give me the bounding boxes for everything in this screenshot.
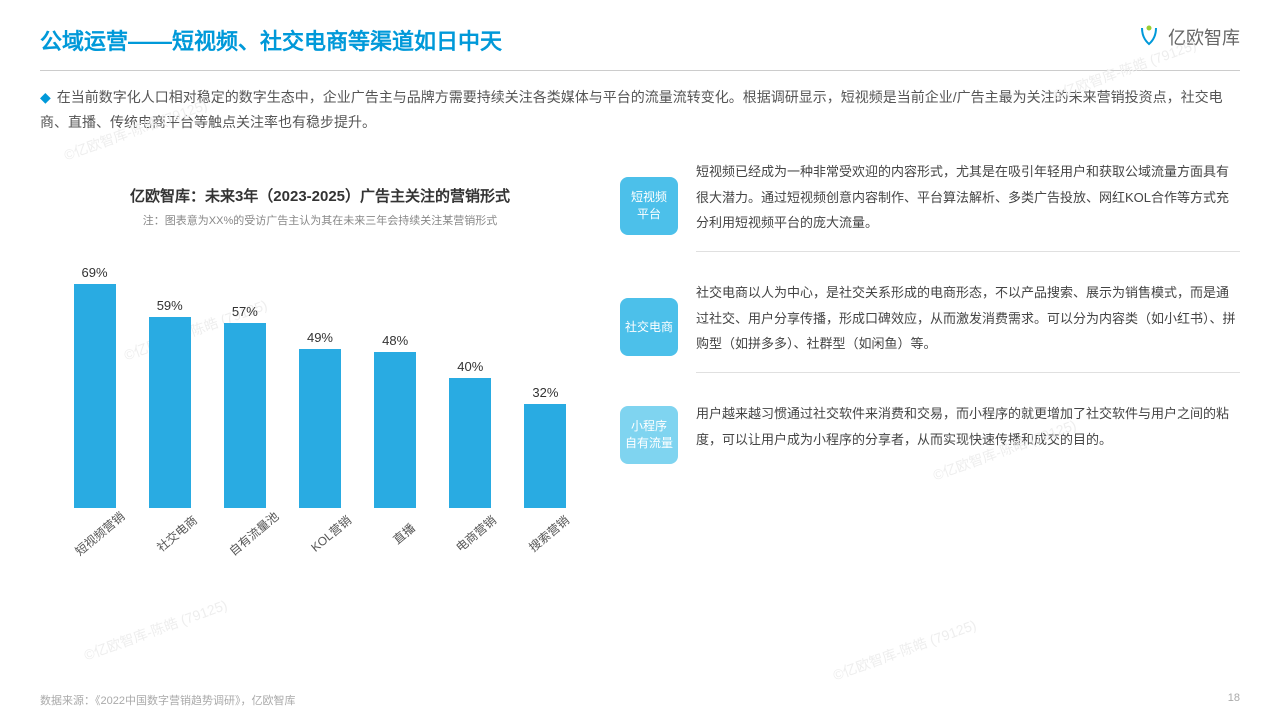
bar-column: 59% <box>143 298 196 509</box>
bar-value-label: 32% <box>532 385 558 400</box>
intro-text: ◆在当前数字化人口相对稳定的数字生态中，企业广告主与品牌方需要持续关注各类媒体与… <box>0 71 1280 145</box>
logo: 亿欧智库 <box>1136 24 1240 50</box>
bar-column: 69% <box>68 265 121 508</box>
bar-column: 49% <box>293 330 346 508</box>
bar-category-label: 直播 <box>379 511 429 556</box>
bar <box>299 349 341 508</box>
intro-body: 在当前数字化人口相对稳定的数字生态中，企业广告主与品牌方需要持续关注各类媒体与平… <box>40 89 1223 130</box>
chart-note: 注：图表意为XX%的受访广告主认为其在未来三年会持续关注某营销形式 <box>40 212 600 228</box>
cards-panel: 短视频平台短视频已经成为一种非常受欢迎的内容形式，尤其是在吸引年轻用户和获取公域… <box>620 155 1240 568</box>
chart-title: 亿欧智库：未来3年（2023-2025）广告主关注的营销形式 <box>40 185 600 206</box>
watermark: ©亿欧智库-陈皓 (79125) <box>830 615 979 685</box>
bar-column: 40% <box>444 359 497 508</box>
card-body: 社交电商以人为中心，是社交关系形成的电商形态，不以产品搜索、展示为销售模式，而是… <box>696 280 1240 373</box>
bar <box>149 317 191 509</box>
bar-category-label: 社交电商 <box>152 511 202 556</box>
bullet-icon: ◆ <box>40 89 51 105</box>
watermark: ©亿欧智库-陈皓 (79125) <box>81 595 230 665</box>
bar-category-label: KOL营销 <box>307 511 357 556</box>
card-body: 用户越来越习惯通过社交软件来消费和交易，而小程序的就更增加了社交软件与用户之间的… <box>696 401 1240 468</box>
info-card: 社交电商社交电商以人为中心，是社交关系形成的电商形态，不以产品搜索、展示为销售模… <box>620 280 1240 373</box>
bar-value-label: 49% <box>307 330 333 345</box>
logo-text: 亿欧智库 <box>1168 24 1240 50</box>
info-card: 短视频平台短视频已经成为一种非常受欢迎的内容形式，尤其是在吸引年轻用户和获取公域… <box>620 159 1240 252</box>
logo-icon <box>1136 24 1162 50</box>
bar-value-label: 59% <box>157 298 183 313</box>
bar <box>224 323 266 508</box>
footer: 数据来源：《2022中国数字营销趋势调研》，亿欧智库 18 <box>40 692 1240 708</box>
bar <box>524 404 566 508</box>
bar-value-label: 69% <box>82 265 108 280</box>
bar-category-label: 自有流量池 <box>226 508 283 560</box>
bar-category-label: 电商营销 <box>451 511 501 556</box>
card-tag: 小程序自有流量 <box>620 406 678 464</box>
data-source: 数据来源：《2022中国数字营销趋势调研》，亿欧智库 <box>40 692 295 708</box>
page-number: 18 <box>1228 692 1240 708</box>
bar-chart: 69% 59% 57% 49% 48% 40% 32% 短视频营销社交电商自有流量池 KOL营… <box>40 248 600 568</box>
card-body: 短视频已经成为一种非常受欢迎的内容形式，尤其是在吸引年轻用户和获取公域流量方面具… <box>696 159 1240 252</box>
chart-panel: 亿欧智库：未来3年（2023-2025）广告主关注的营销形式 注：图表意为XX%… <box>40 155 600 568</box>
bar-column: 57% <box>218 304 271 508</box>
bar-column: 48% <box>369 333 422 508</box>
bar <box>74 284 116 508</box>
bar-category-label: 搜索营销 <box>524 511 574 556</box>
card-tag: 社交电商 <box>620 298 678 356</box>
bar <box>449 378 491 508</box>
bar-category-label: 短视频营销 <box>71 508 128 560</box>
header: 公域运营——短视频、社交电商等渠道如日中天 亿欧智库 <box>0 0 1280 64</box>
main-content: 亿欧智库：未来3年（2023-2025）广告主关注的营销形式 注：图表意为XX%… <box>0 145 1280 568</box>
page-title: 公域运营——短视频、社交电商等渠道如日中天 <box>40 24 502 56</box>
info-card: 小程序自有流量用户越来越习惯通过社交软件来消费和交易，而小程序的就更增加了社交软… <box>620 401 1240 468</box>
bar <box>374 352 416 508</box>
card-tag: 短视频平台 <box>620 177 678 235</box>
bar-value-label: 40% <box>457 359 483 374</box>
bar-value-label: 57% <box>232 304 258 319</box>
bar-value-label: 48% <box>382 333 408 348</box>
bar-column: 32% <box>519 385 572 508</box>
